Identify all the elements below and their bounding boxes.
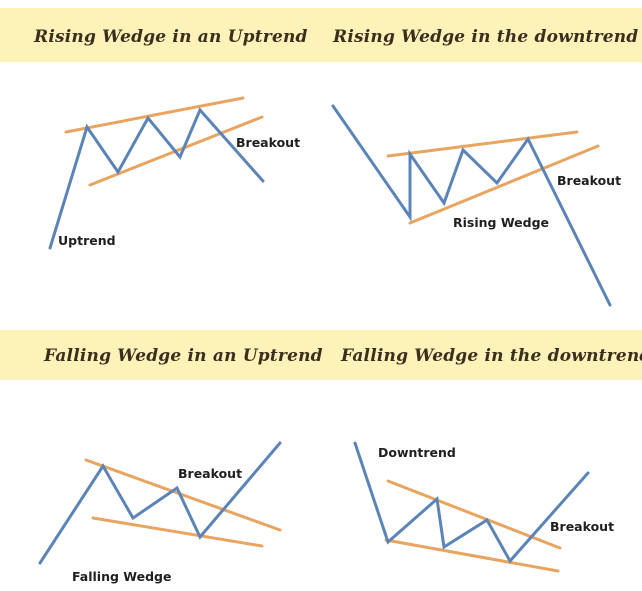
rising-wedge-label: Rising Wedge — [453, 215, 549, 230]
heading-rising-wedge-uptrend: Rising Wedge in an Uptrend — [34, 27, 308, 47]
upper-trendline — [386, 130, 579, 158]
uptrend-label: Uptrend — [58, 233, 116, 248]
top-heading-band — [0, 8, 642, 62]
panel-falling-wedge-downtrend: Downtrend Breakout — [353, 441, 614, 573]
heading-falling-wedge-uptrend: Falling Wedge in an Uptrend — [44, 346, 323, 366]
breakout-label: Breakout — [236, 135, 300, 150]
breakout-label: Breakout — [550, 519, 614, 534]
breakout-label: Breakout — [557, 173, 621, 188]
panel-rising-wedge-downtrend: Rising Wedge Breakout — [331, 104, 621, 307]
upper-trendline — [84, 458, 282, 532]
price-line — [353, 441, 590, 564]
falling-wedge-label: Falling Wedge — [72, 569, 172, 584]
heading-rising-wedge-downtrend: Rising Wedge in the downtrend — [333, 27, 639, 47]
upper-trendline — [64, 96, 245, 134]
bottom-heading-band — [0, 330, 642, 380]
price-line — [331, 104, 612, 307]
panel-rising-wedge-uptrend: Uptrend Breakout — [48, 96, 300, 250]
panel-falling-wedge-uptrend: Breakout Falling Wedge — [38, 441, 282, 584]
lower-trendline — [91, 516, 264, 548]
lower-trendline — [408, 144, 600, 225]
lower-trendline — [384, 538, 560, 573]
price-line — [48, 107, 265, 250]
heading-falling-wedge-downtrend: Falling Wedge in the downtrend — [341, 346, 642, 366]
breakout-label: Breakout — [178, 466, 242, 481]
upper-trendline — [386, 479, 562, 550]
price-line — [38, 441, 282, 565]
downtrend-label: Downtrend — [378, 445, 456, 460]
